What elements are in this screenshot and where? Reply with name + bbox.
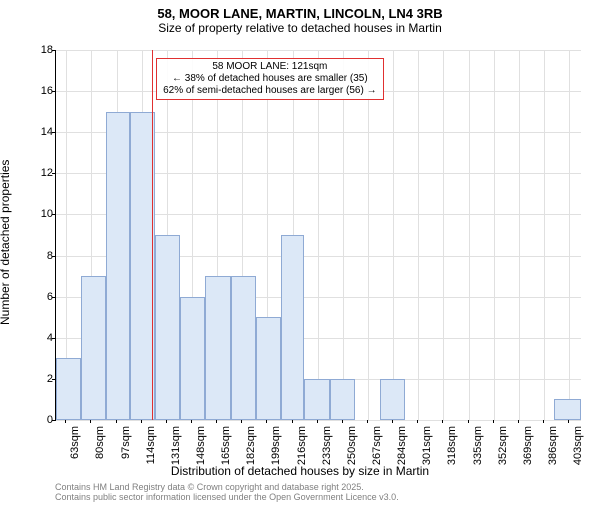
ytick-label: 0 (35, 414, 53, 426)
histogram-bar (81, 276, 106, 420)
histogram-bar (231, 276, 256, 420)
ytick-label: 12 (35, 167, 53, 179)
xtick-label: 284sqm (396, 426, 408, 465)
histogram-bar (106, 112, 130, 420)
xtick-label: 165sqm (220, 426, 232, 465)
histogram-bar (56, 358, 81, 420)
xtick-label: 403sqm (572, 426, 584, 465)
xtick-label: 352sqm (497, 426, 509, 465)
xtick-label: 199sqm (270, 426, 282, 465)
gridline-v (469, 50, 470, 420)
gridline-v (519, 50, 520, 420)
chart-title: 58, MOOR LANE, MARTIN, LINCOLN, LN4 3RB (0, 6, 600, 21)
xtick-label: 386sqm (547, 426, 559, 465)
xtick-label: 131sqm (170, 426, 182, 465)
xtick-label: 63sqm (69, 426, 81, 459)
histogram-bar (304, 379, 329, 420)
gridline-v (393, 50, 394, 420)
gridline-v (443, 50, 444, 420)
chart-container: 58, MOOR LANE, MARTIN, LINCOLN, LN4 3RB … (0, 6, 600, 506)
histogram-bar (256, 317, 281, 420)
ytick-label: 14 (35, 126, 53, 138)
histogram-bar (155, 235, 180, 420)
xtick-label: 182sqm (245, 426, 257, 465)
xtick-label: 114sqm (145, 426, 157, 464)
plot-area: 58 MOOR LANE: 121sqm← 38% of detached ho… (55, 50, 581, 421)
gridline-v (343, 50, 344, 420)
histogram-bar (205, 276, 230, 420)
xtick-label: 250sqm (346, 426, 358, 465)
ytick-label: 18 (35, 44, 53, 56)
xtick-label: 369sqm (522, 426, 534, 465)
xtick-label: 301sqm (421, 426, 433, 465)
annotation-line2: ← 38% of detached houses are smaller (35… (163, 73, 376, 85)
xtick-label: 80sqm (94, 426, 106, 459)
gridline-v (494, 50, 495, 420)
chart-subtitle: Size of property relative to detached ho… (0, 21, 600, 35)
gridline-v (569, 50, 570, 420)
histogram-bar (380, 379, 405, 420)
xtick-label: 318sqm (446, 426, 458, 465)
xtick-label: 148sqm (195, 426, 207, 465)
attribution-line1: Contains HM Land Registry data © Crown c… (55, 482, 399, 492)
xtick-label: 233sqm (321, 426, 333, 465)
ytick-label: 10 (35, 208, 53, 220)
gridline-v (368, 50, 369, 420)
attribution-line2: Contains public sector information licen… (55, 492, 399, 502)
annotation-line1: 58 MOOR LANE: 121sqm (163, 61, 376, 73)
xtick-label: 335sqm (472, 426, 484, 465)
x-axis-label: Distribution of detached houses by size … (0, 464, 600, 478)
ytick-label: 6 (35, 291, 53, 303)
xtick-label: 216sqm (296, 426, 308, 465)
gridline-h (56, 420, 581, 421)
xtick-label: 97sqm (120, 426, 132, 459)
gridline-v (418, 50, 419, 420)
ytick-label: 8 (35, 250, 53, 262)
histogram-bar (180, 297, 205, 420)
annotation-line3: 62% of semi-detached houses are larger (… (163, 85, 376, 97)
histogram-bar (281, 235, 305, 420)
annotation-box: 58 MOOR LANE: 121sqm← 38% of detached ho… (156, 58, 383, 100)
ytick-label: 16 (35, 85, 53, 97)
histogram-bar (330, 379, 355, 420)
gridline-v (318, 50, 319, 420)
ytick-label: 2 (35, 373, 53, 385)
gridline-v (544, 50, 545, 420)
histogram-bar (554, 399, 581, 420)
ytick-label: 4 (35, 332, 53, 344)
marker-line (152, 50, 153, 420)
y-axis-label: Number of detached properties (0, 160, 12, 325)
xtick-label: 267sqm (371, 426, 383, 465)
